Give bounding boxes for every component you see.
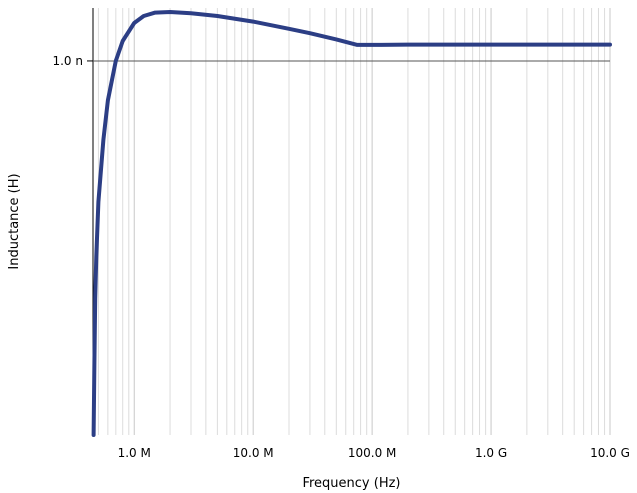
x-tick-label: 1.0 G xyxy=(475,446,507,460)
y-tick-label: 1.0 n xyxy=(52,54,83,68)
series-layer xyxy=(91,10,612,437)
grid xyxy=(97,8,611,435)
series-line xyxy=(91,10,612,437)
y-axis-title: Inductance (H) xyxy=(7,173,22,269)
y-tick-labels: 1.0 n xyxy=(52,54,83,68)
x-tick-label: 100.0 M xyxy=(348,446,397,460)
x-tick-labels: 1.0 M 10.0 M 100.0 M 1.0 G 10.0 G xyxy=(118,446,630,460)
x-axis-title: Frequency (Hz) xyxy=(302,476,400,491)
x-tick-label: 1.0 M xyxy=(118,446,151,460)
x-tick-label: 10.0 G xyxy=(590,446,630,460)
x-tick-label: 10.0 M xyxy=(233,446,274,460)
